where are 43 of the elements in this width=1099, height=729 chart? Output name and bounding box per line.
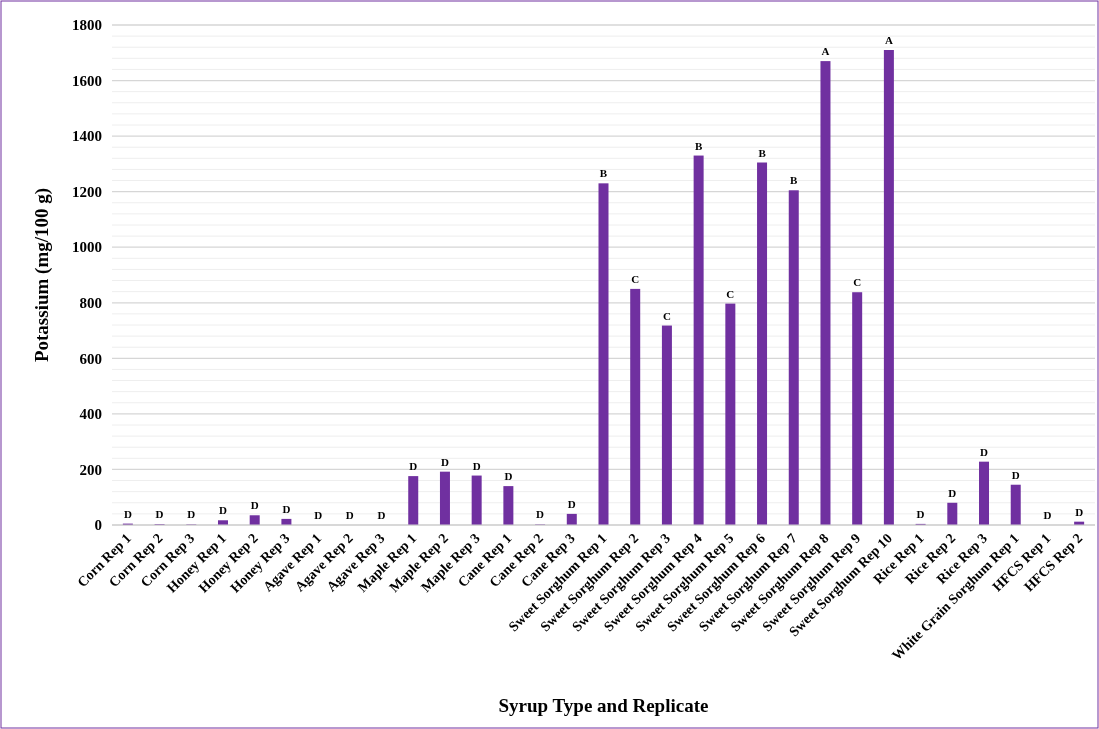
data-label: B: [694, 139, 703, 152]
x-axis-title: Syrup Type and Replicate: [498, 695, 709, 716]
y-tick-label: 0: [94, 517, 102, 534]
data-label: D: [1075, 505, 1084, 518]
data-label: D: [536, 508, 545, 521]
data-label: D: [567, 497, 576, 510]
y-tick-label: 1600: [72, 72, 102, 89]
data-label: D: [1043, 509, 1052, 521]
data-label: C: [631, 272, 640, 285]
data-label: D: [123, 507, 132, 520]
data-label: D: [1011, 468, 1020, 481]
data-label: D: [377, 509, 386, 521]
y-tick-label: 1400: [72, 128, 102, 145]
data-label: D: [948, 486, 957, 499]
data-label: D: [314, 509, 323, 521]
data-label: D: [187, 508, 196, 521]
data-label: B: [790, 174, 799, 187]
y-tick-label: 800: [79, 295, 102, 312]
data-label: D: [345, 509, 354, 521]
data-label: A: [821, 45, 830, 58]
y-tick-label: 200: [79, 461, 102, 478]
data-label: C: [726, 287, 735, 300]
y-tick-label: 600: [79, 350, 102, 367]
data-label: D: [282, 502, 291, 515]
data-label: D: [504, 470, 513, 483]
data-label: D: [472, 459, 481, 472]
data-label: D: [440, 455, 449, 468]
data-label: D: [250, 499, 259, 512]
data-label: D: [409, 460, 418, 473]
data-label: D: [916, 507, 925, 520]
y-axis-title: Potassium (mg/100 g): [31, 187, 53, 363]
data-label: D: [155, 508, 164, 521]
data-label: A: [884, 34, 893, 46]
data-label: C: [853, 276, 862, 289]
data-label: D: [980, 445, 989, 458]
y-tick-label: 1200: [72, 183, 102, 200]
y-tick-label: 1000: [72, 239, 102, 256]
data-label: D: [219, 504, 228, 517]
data-label: B: [599, 167, 608, 180]
y-tick-label: 1800: [72, 17, 102, 34]
data-label: C: [662, 309, 671, 322]
data-label: B: [758, 146, 767, 159]
y-tick-label: 400: [79, 406, 102, 423]
